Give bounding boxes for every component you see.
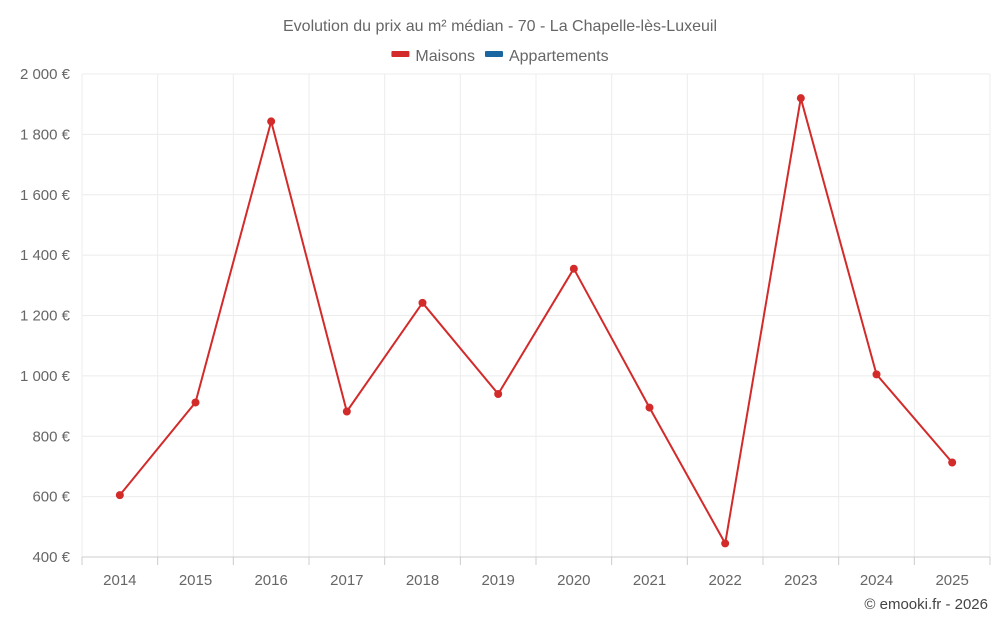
x-tick-label: 2024 bbox=[860, 572, 893, 589]
legend-label: Maisons bbox=[415, 48, 475, 65]
x-tick-label: 2021 bbox=[633, 572, 666, 589]
data-point bbox=[191, 398, 200, 407]
data-point bbox=[948, 458, 957, 467]
legend-label: Appartements bbox=[509, 48, 609, 65]
x-tick-label: 2018 bbox=[406, 572, 439, 589]
y-tick-label: 1 400 € bbox=[20, 247, 71, 264]
y-tick-label: 1 800 € bbox=[20, 126, 71, 143]
x-tick-label: 2025 bbox=[935, 572, 968, 589]
y-axis-ticks: 400 € 600 € 800 € 1 000 € 1 200 € 1 400 € 1 60… bbox=[20, 66, 71, 566]
x-tick-label: 2016 bbox=[254, 572, 287, 589]
credit-text: © emooki.fr - 2026 bbox=[864, 596, 988, 613]
x-tick-label: 2022 bbox=[708, 572, 741, 589]
data-point bbox=[569, 264, 578, 273]
data-point bbox=[418, 298, 427, 307]
legend-item: Appartements bbox=[484, 48, 609, 65]
x-axis-ticks: 2014 2015 2016 2017 2018 2019 2020 2021 2022 2023… bbox=[81, 557, 991, 589]
data-point bbox=[645, 403, 654, 412]
data-point bbox=[796, 94, 805, 103]
x-tick-label: 2017 bbox=[330, 572, 363, 589]
data-point bbox=[342, 407, 351, 416]
y-tick-label: 1 000 € bbox=[20, 368, 71, 385]
data-point bbox=[267, 117, 276, 126]
data-point bbox=[721, 539, 730, 548]
data-point bbox=[872, 370, 881, 379]
data-point bbox=[115, 491, 124, 500]
chart-title: Evolution du prix au m² médian - 70 - La… bbox=[283, 18, 717, 35]
data-point bbox=[494, 389, 503, 398]
x-tick-label: 2014 bbox=[103, 572, 136, 589]
y-tick-label: 1 600 € bbox=[20, 187, 71, 204]
y-tick-label: 2 000 € bbox=[20, 66, 71, 83]
series-line-maisons bbox=[119, 97, 953, 545]
x-tick-label: 2023 bbox=[784, 572, 817, 589]
x-tick-label: 2015 bbox=[179, 572, 212, 589]
y-tick-label: 600 € bbox=[32, 489, 70, 506]
y-tick-label: 1 200 € bbox=[20, 308, 71, 325]
legend: Maisons Appartements bbox=[391, 48, 609, 65]
legend-swatch bbox=[391, 51, 410, 57]
x-tick-label: 2020 bbox=[557, 572, 590, 589]
y-tick-label: 800 € bbox=[32, 428, 70, 445]
series-layer bbox=[115, 94, 957, 548]
legend-swatch bbox=[484, 51, 503, 57]
x-tick-label: 2019 bbox=[481, 572, 514, 589]
y-tick-label: 400 € bbox=[32, 549, 70, 566]
legend-item: Maisons bbox=[391, 48, 475, 65]
